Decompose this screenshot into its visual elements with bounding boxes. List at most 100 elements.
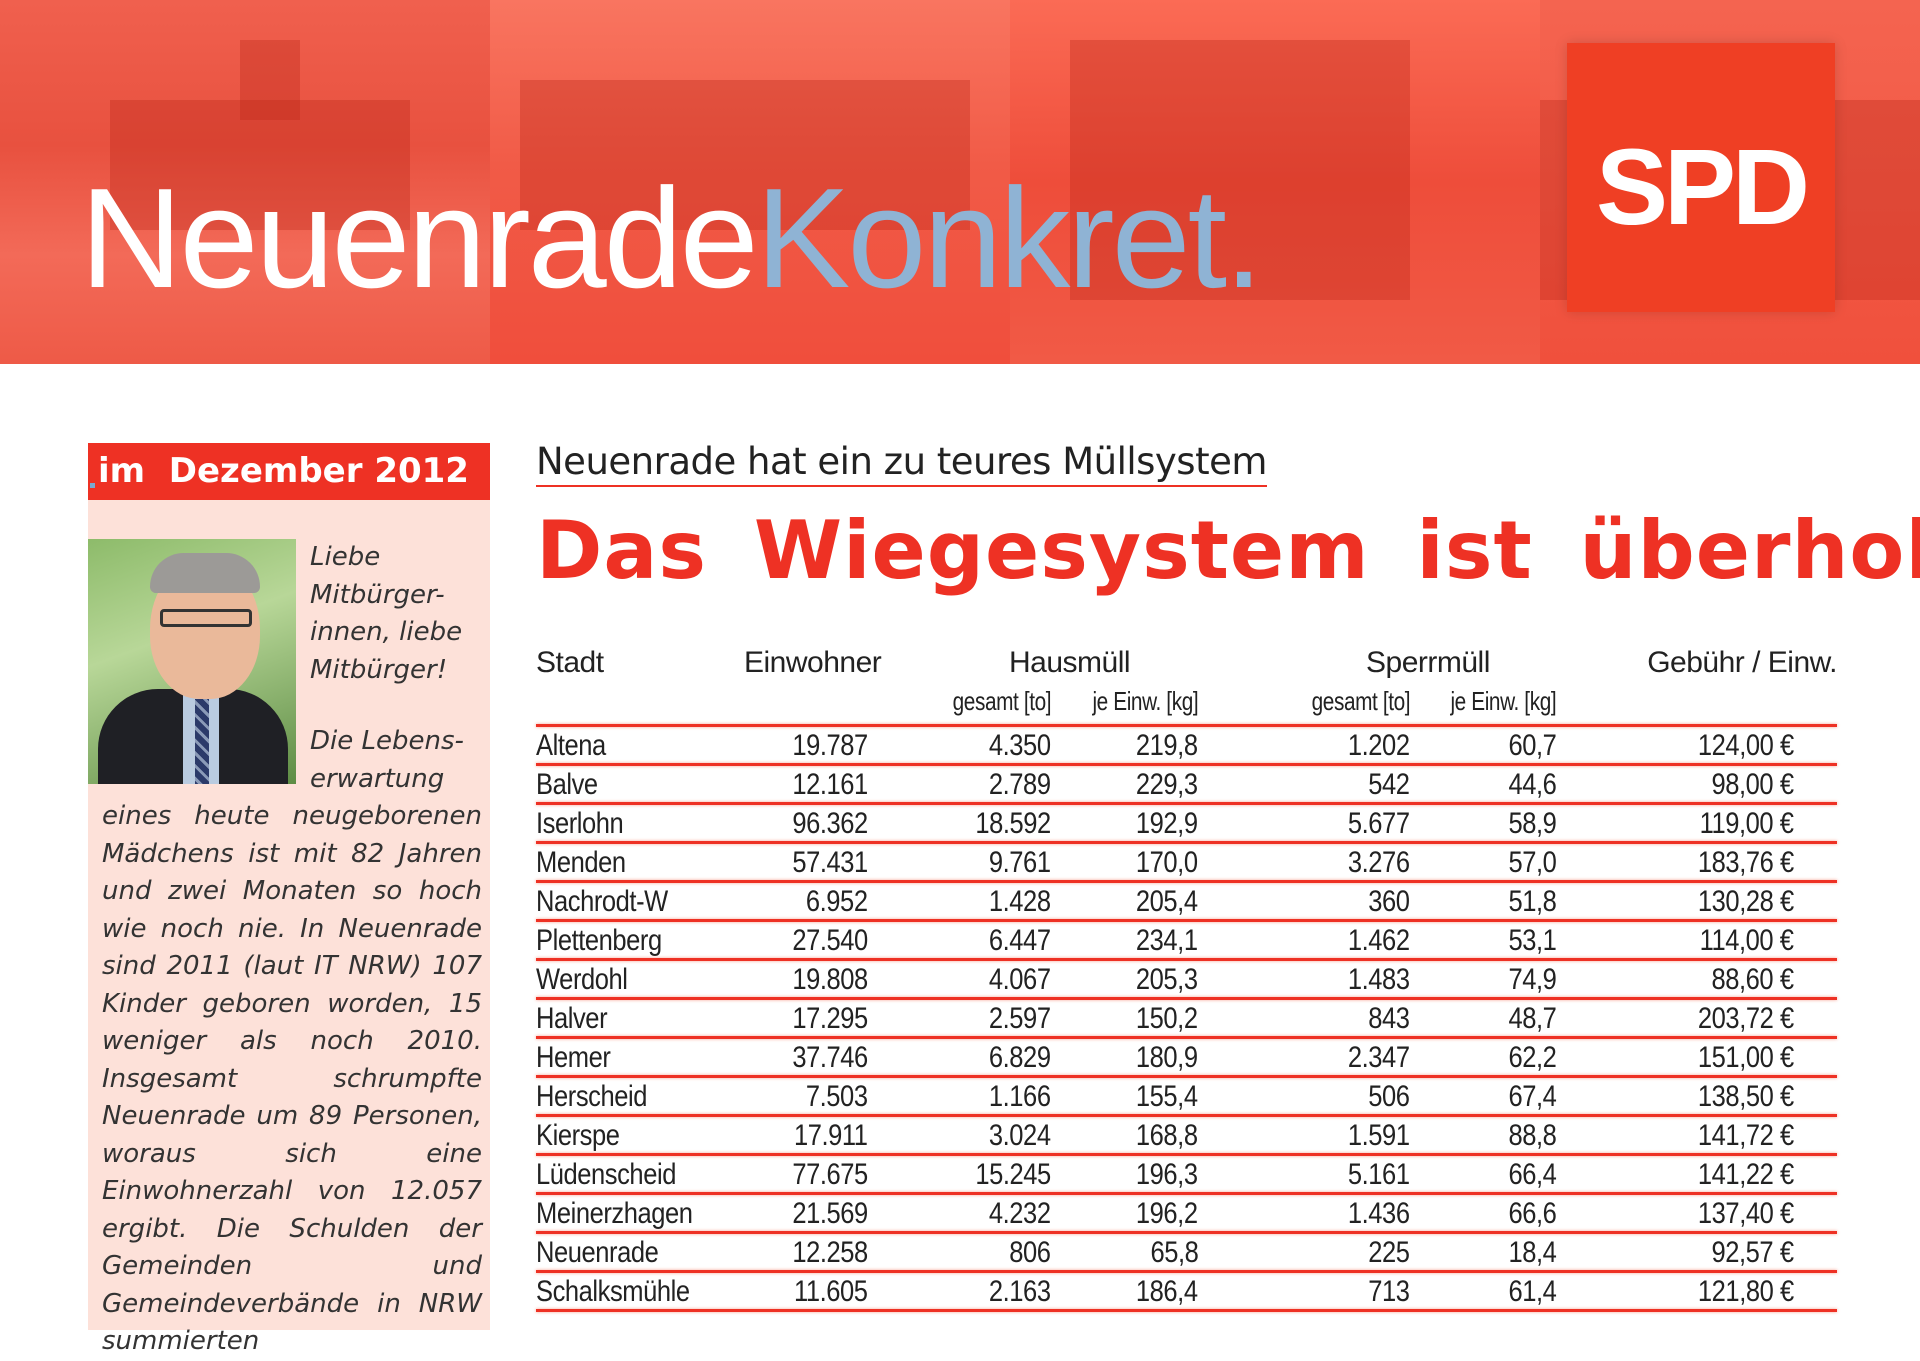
row-rule [536,1192,1837,1195]
cell-sperrmuell-gesamt: 5.677 [1348,807,1410,840]
author-photo [88,539,296,784]
cell-einwohner: 57.431 [792,846,869,879]
cell-einwohner: 17.295 [792,1002,869,1035]
cell-sperrmuell-je-einw: 51,8 [1508,885,1556,918]
cell-sperrmuell-je-einw: 57,0 [1508,846,1556,879]
row-rule [536,880,1837,883]
cell-einwohner: 7.503 [806,1080,868,1113]
cell-hausmuell-gesamt: 18.592 [975,807,1052,840]
subheader-sperrmuell-gesamt: gesamt [to] [1311,686,1411,716]
cell-sperrmuell-je-einw: 88,8 [1508,1119,1556,1152]
cell-sperrmuell-je-einw: 48,7 [1508,1002,1556,1035]
cell-hausmuell-gesamt: 15.245 [975,1158,1052,1191]
cell-hausmuell-gesamt: 9.761 [989,846,1051,879]
title-part-konkret: Konkret. [755,159,1264,318]
header-photo-3 [1010,0,1540,364]
row-rule [536,919,1837,922]
cell-gebuehr: 151,00 € [1698,1041,1794,1074]
cell-hausmuell-je-einw: 186,4 [1136,1275,1198,1308]
cell-gebuehr: 130,28 € [1698,885,1794,918]
newsletter-title: NeuenradeKonkret. [80,168,1263,310]
title-part-neuenrade: Neuenrade [80,159,759,318]
table-row: Halver 17.295 2.597 150,2 843 48,7 203,72 € [536,997,1837,1036]
cell-sperrmuell-gesamt: 713 [1368,1275,1411,1308]
cell-stadt: Altena [536,729,606,762]
cell-sperrmuell-je-einw: 18,4 [1508,1236,1556,1269]
header-hausmuell: Hausmüll [1009,646,1131,679]
cell-hausmuell-je-einw: 196,3 [1136,1158,1198,1191]
cell-stadt: Iserlohn [536,807,624,840]
cell-stadt: Neuenrade [536,1236,659,1269]
cell-hausmuell-gesamt: 3.024 [989,1119,1051,1152]
cell-stadt: Schalksmühle [536,1275,690,1308]
table-row: Menden 57.431 9.761 170,0 3.276 57,0 183,76 € [536,841,1837,880]
cell-sperrmuell-je-einw: 61,4 [1508,1275,1556,1308]
cell-stadt: Plettenberg [536,924,662,957]
cell-sperrmuell-je-einw: 44,6 [1508,768,1556,801]
cell-hausmuell-je-einw: 168,8 [1136,1119,1198,1152]
cell-stadt: Halver [536,1002,608,1035]
cell-sperrmuell-je-einw: 67,4 [1508,1080,1556,1113]
cell-einwohner: 6.952 [806,885,868,918]
cell-hausmuell-gesamt: 2.597 [989,1002,1051,1035]
table-row: Herscheid 7.503 1.166 155,4 506 67,4 138,50 € [536,1075,1837,1114]
cell-sperrmuell-je-einw: 53,1 [1508,924,1556,957]
cell-stadt: Lüdenscheid [536,1158,676,1191]
cell-sperrmuell-gesamt: 1.483 [1348,963,1410,996]
cell-hausmuell-je-einw: 205,4 [1136,885,1198,918]
cell-sperrmuell-je-einw: 60,7 [1508,729,1556,762]
cell-sperrmuell-gesamt: 506 [1368,1080,1411,1113]
cell-stadt: Meinerzhagen [536,1197,693,1230]
header-stadt: Stadt [536,646,604,679]
cell-hausmuell-gesamt: 806 [1009,1236,1052,1269]
cell-hausmuell-gesamt: 2.789 [989,768,1051,801]
editorial-body: Die Lebens-erwartung eines heute neugebor… [102,723,482,1361]
table-bottom-rule [536,1309,1837,1312]
cell-sperrmuell-je-einw: 74,9 [1508,963,1556,996]
row-rule [536,802,1837,805]
row-rule [536,1036,1837,1039]
cell-stadt: Herscheid [536,1080,647,1113]
cell-stadt: Kierspe [536,1119,620,1152]
cell-gebuehr: 119,00 € [1700,807,1794,840]
cell-hausmuell-je-einw: 205,3 [1136,963,1198,996]
editorial-intro: Die Lebens-erwartung [310,726,464,794]
header-photo-1 [0,0,490,364]
cell-hausmuell-je-einw: 234,1 [1136,924,1198,957]
row-rule [536,724,1837,727]
cell-einwohner: 77.675 [792,1158,869,1191]
cell-einwohner: 12.258 [792,1236,869,1269]
cell-sperrmuell-gesamt: 542 [1368,768,1411,801]
cell-hausmuell-gesamt: 2.163 [989,1275,1051,1308]
row-rule [536,958,1837,961]
cell-hausmuell-je-einw: 155,4 [1136,1080,1198,1113]
row-rule [536,841,1837,844]
cell-sperrmuell-gesamt: 1.462 [1348,924,1410,957]
cell-einwohner: 17.911 [794,1119,868,1152]
cell-einwohner: 37.746 [792,1041,869,1074]
row-rule [536,997,1837,1000]
cell-gebuehr: 203,72 € [1698,1002,1794,1035]
subheader-hausmuell-je: je Einw. [kg] [1092,686,1198,716]
cell-hausmuell-je-einw: 65,8 [1150,1236,1198,1269]
table-row: Iserlohn 96.362 18.592 192,9 5.677 58,9 119,00… [536,802,1837,841]
row-rule [536,1231,1837,1234]
row-rule [536,1114,1837,1117]
subheader-sperrmuell-je: je Einw. [kg] [1450,686,1556,716]
cell-sperrmuell-gesamt: 1.436 [1348,1197,1410,1230]
table-row: Nachrodt-W 6.952 1.428 205,4 360 51,8 130,28 € [536,880,1837,919]
greeting-text: Liebe Mitbürger-innen, liebe Mitbürger! [310,542,463,685]
cell-sperrmuell-gesamt: 2.347 [1348,1041,1410,1074]
cell-einwohner: 19.787 [792,729,869,762]
cell-hausmuell-gesamt: 4.232 [989,1197,1051,1230]
cell-gebuehr: 114,00 € [1700,924,1794,957]
header-gebuehr: Gebühr / Einw. [1647,646,1837,679]
cell-sperrmuell-gesamt: 360 [1368,885,1411,918]
cell-hausmuell-gesamt: 4.350 [989,729,1051,762]
article-headline: Das Wiegesystem ist überholt! [536,504,1920,597]
table-row: Hemer 37.746 6.829 180,9 2.347 62,2 151,00 € [536,1036,1837,1075]
row-rule [536,1075,1837,1078]
cell-hausmuell-je-einw: 229,3 [1136,768,1198,801]
date-dot-decoration [90,483,95,488]
cell-stadt: Menden [536,846,626,879]
